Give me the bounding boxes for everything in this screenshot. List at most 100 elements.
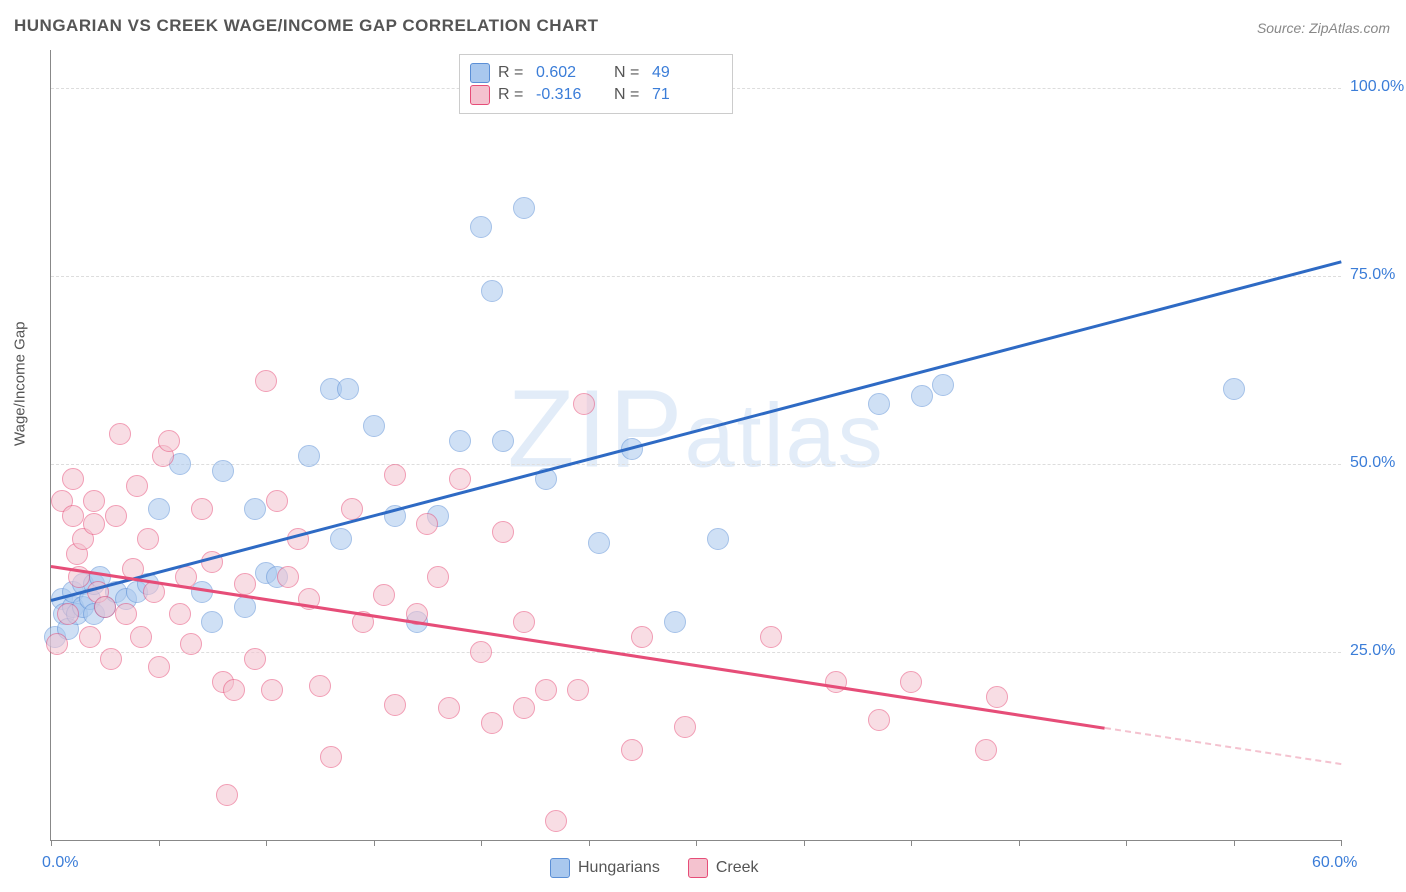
scatter-point bbox=[277, 566, 299, 588]
scatter-point bbox=[244, 648, 266, 670]
x-tick-label: 0.0% bbox=[42, 854, 78, 872]
x-tick bbox=[1126, 840, 1127, 846]
regression-line bbox=[51, 261, 1342, 602]
gridline bbox=[51, 276, 1341, 277]
scatter-point bbox=[631, 626, 653, 648]
scatter-point bbox=[513, 697, 535, 719]
y-axis-label: Wage/Income Gap bbox=[12, 321, 29, 446]
scatter-point bbox=[57, 603, 79, 625]
scatter-point bbox=[911, 385, 933, 407]
scatter-point bbox=[212, 460, 234, 482]
swatch-hungarians-icon bbox=[550, 858, 570, 878]
scatter-point bbox=[109, 423, 131, 445]
y-tick-label: 25.0% bbox=[1350, 642, 1395, 660]
scatter-point bbox=[707, 528, 729, 550]
scatter-point bbox=[115, 603, 137, 625]
scatter-point bbox=[825, 671, 847, 693]
y-tick-label: 50.0% bbox=[1350, 454, 1395, 472]
scatter-point bbox=[83, 490, 105, 512]
scatter-point bbox=[201, 611, 223, 633]
r-label: R = bbox=[498, 86, 528, 104]
correlation-legend: R = 0.602 N = 49 R = -0.316 N = 71 bbox=[459, 54, 733, 114]
scatter-point bbox=[341, 498, 363, 520]
scatter-point bbox=[105, 505, 127, 527]
x-tick bbox=[1234, 840, 1235, 846]
scatter-point bbox=[261, 679, 283, 701]
scatter-point bbox=[266, 490, 288, 512]
scatter-point bbox=[384, 464, 406, 486]
scatter-point bbox=[191, 498, 213, 520]
regression-line bbox=[1104, 727, 1341, 765]
r-label: R = bbox=[498, 64, 528, 82]
scatter-point bbox=[1223, 378, 1245, 400]
x-tick bbox=[1341, 840, 1342, 846]
legend-row-creek: R = -0.316 N = 71 bbox=[470, 85, 722, 105]
scatter-point bbox=[223, 679, 245, 701]
gridline bbox=[51, 652, 1341, 653]
y-tick-label: 100.0% bbox=[1350, 78, 1404, 96]
n-label: N = bbox=[614, 64, 644, 82]
scatter-point bbox=[62, 505, 84, 527]
swatch-creek bbox=[470, 85, 490, 105]
scatter-point bbox=[986, 686, 1008, 708]
scatter-point bbox=[46, 633, 68, 655]
scatter-point bbox=[62, 468, 84, 490]
scatter-point bbox=[309, 675, 331, 697]
scatter-point bbox=[137, 528, 159, 550]
scatter-point bbox=[83, 513, 105, 535]
x-tick bbox=[266, 840, 267, 846]
legend-item-creek: Creek bbox=[688, 858, 759, 878]
gridline bbox=[51, 464, 1341, 465]
scatter-point bbox=[169, 603, 191, 625]
x-tick bbox=[911, 840, 912, 846]
x-tick bbox=[696, 840, 697, 846]
scatter-point bbox=[535, 679, 557, 701]
x-tick bbox=[374, 840, 375, 846]
scatter-point bbox=[900, 671, 922, 693]
scatter-point bbox=[573, 393, 595, 415]
series-legend: Hungarians Creek bbox=[550, 858, 759, 878]
scatter-point bbox=[481, 280, 503, 302]
x-tick bbox=[159, 840, 160, 846]
scatter-point bbox=[244, 498, 266, 520]
scatter-point bbox=[216, 784, 238, 806]
x-tick bbox=[589, 840, 590, 846]
scatter-point bbox=[148, 656, 170, 678]
x-tick bbox=[481, 840, 482, 846]
scatter-point bbox=[373, 584, 395, 606]
scatter-point bbox=[545, 810, 567, 832]
scatter-point bbox=[438, 697, 460, 719]
scatter-point bbox=[255, 370, 277, 392]
n-label: N = bbox=[614, 86, 644, 104]
x-tick bbox=[1019, 840, 1020, 846]
scatter-point bbox=[384, 694, 406, 716]
scatter-point bbox=[492, 430, 514, 452]
chart-title: HUNGARIAN VS CREEK WAGE/INCOME GAP CORRE… bbox=[14, 16, 599, 36]
scatter-point bbox=[298, 445, 320, 467]
legend-label-creek: Creek bbox=[716, 859, 759, 877]
scatter-point bbox=[337, 378, 359, 400]
scatter-point bbox=[664, 611, 686, 633]
scatter-point bbox=[100, 648, 122, 670]
scatter-point bbox=[449, 468, 471, 490]
scatter-point bbox=[158, 430, 180, 452]
x-tick bbox=[51, 840, 52, 846]
scatter-point bbox=[621, 739, 643, 761]
r-value-hungarians: 0.602 bbox=[536, 64, 606, 82]
scatter-point bbox=[427, 566, 449, 588]
scatter-point bbox=[320, 746, 342, 768]
swatch-creek-icon bbox=[688, 858, 708, 878]
scatter-point bbox=[975, 739, 997, 761]
scatter-point bbox=[234, 596, 256, 618]
legend-label-hungarians: Hungarians bbox=[578, 859, 660, 877]
scatter-point bbox=[868, 709, 890, 731]
scatter-point bbox=[126, 475, 148, 497]
legend-item-hungarians: Hungarians bbox=[550, 858, 660, 878]
regression-line bbox=[51, 565, 1105, 729]
scatter-point bbox=[416, 513, 438, 535]
scatter-point bbox=[234, 573, 256, 595]
x-tick bbox=[804, 840, 805, 846]
scatter-point bbox=[94, 596, 116, 618]
scatter-point bbox=[567, 679, 589, 701]
swatch-hungarians bbox=[470, 63, 490, 83]
